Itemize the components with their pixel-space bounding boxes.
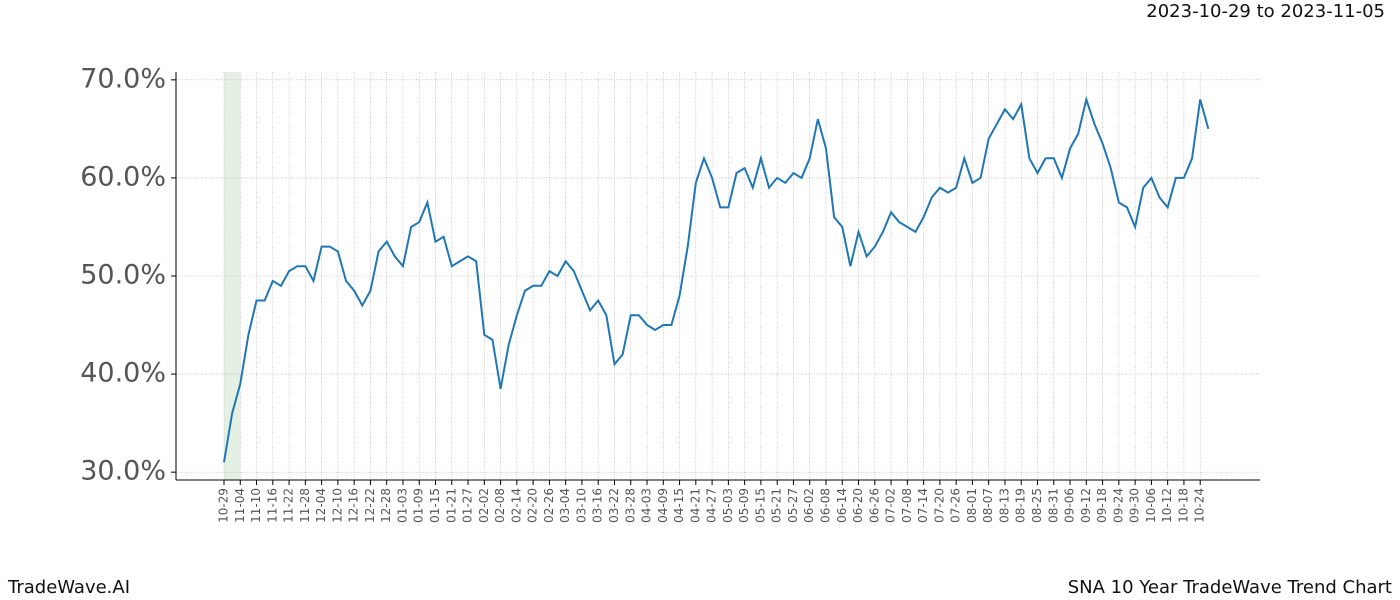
- x-tick-label: 11-28: [298, 488, 312, 523]
- x-tick-label: 07-14: [916, 488, 930, 523]
- x-tick-label: 02-26: [542, 488, 556, 523]
- x-tick-label: 09-18: [1095, 488, 1109, 523]
- x-tick-label: 06-02: [802, 488, 816, 523]
- x-tick-label: 04-03: [640, 488, 654, 523]
- x-tick-label: 01-03: [395, 488, 409, 523]
- x-tick-label: 02-02: [477, 488, 491, 523]
- x-tick-label: 10-12: [1160, 488, 1174, 523]
- x-tick-label: 07-02: [884, 488, 898, 523]
- x-tick-label: 06-08: [818, 488, 832, 523]
- x-tick-label: 02-14: [509, 488, 523, 523]
- y-tick-label: 40.0%: [80, 358, 166, 389]
- x-tick-label: 06-20: [851, 488, 865, 523]
- x-tick-label: 11-22: [282, 488, 296, 523]
- x-tick-label: 02-20: [526, 488, 540, 523]
- x-tick-label: 04-15: [672, 488, 686, 523]
- x-tick-label: 11-10: [249, 488, 263, 523]
- x-tick-label: 10-06: [1144, 488, 1158, 523]
- x-tick-label: 05-21: [770, 488, 784, 523]
- y-tick-label: 30.0%: [80, 456, 166, 487]
- x-tick-label: 12-16: [347, 488, 361, 523]
- x-tick-label: 08-31: [1046, 488, 1060, 523]
- x-tick-label: 10-29: [217, 488, 231, 523]
- x-tick-label: 01-27: [461, 488, 475, 523]
- x-tick-label: 04-27: [705, 488, 719, 523]
- x-tick-label: 05-15: [753, 488, 767, 523]
- x-tick-label: 07-26: [949, 488, 963, 523]
- x-tick-label: 09-30: [1128, 488, 1142, 523]
- footer-right: SNA 10 Year TradeWave Trend Chart: [1068, 577, 1392, 598]
- x-tick-label: 04-09: [656, 488, 670, 523]
- x-tick-label: 10-18: [1176, 488, 1190, 523]
- x-tick-label: 09-06: [1063, 488, 1077, 523]
- x-tick-label: 08-07: [981, 488, 995, 523]
- y-tick-label: 60.0%: [80, 161, 166, 192]
- highlight-band: [224, 72, 241, 480]
- trend-line: [223, 95, 1210, 463]
- x-tick-label: 01-15: [428, 488, 442, 523]
- x-tick-label: 03-22: [607, 488, 621, 523]
- x-tick-label: 01-09: [412, 488, 426, 523]
- x-tick-label: 12-04: [314, 488, 328, 523]
- x-tick-label: 08-13: [997, 488, 1011, 523]
- chart-subtitle: 2023-10-29 to 2023-11-05: [1146, 1, 1385, 22]
- x-tick-label: 12-10: [330, 488, 344, 523]
- x-tick-label: 03-04: [558, 488, 572, 523]
- x-tick-label: 05-03: [721, 488, 735, 523]
- x-tick-label: 04-21: [688, 488, 702, 523]
- x-tick-label: 03-16: [591, 488, 605, 523]
- x-tick-label: 07-08: [900, 488, 914, 523]
- x-tick-label: 07-20: [932, 488, 946, 523]
- x-tick-label: 09-24: [1111, 488, 1125, 523]
- x-tick-label: 08-25: [1030, 488, 1044, 523]
- y-tick-label: 50.0%: [80, 260, 166, 291]
- x-tick-label: 01-21: [444, 488, 458, 523]
- x-tick-label: 11-16: [265, 488, 279, 523]
- x-tick-label: 05-09: [737, 488, 751, 523]
- x-tick-label: 08-19: [1014, 488, 1028, 523]
- x-tick-label: 02-08: [493, 488, 507, 523]
- x-tick-label: 06-26: [867, 488, 881, 523]
- x-tick-label: 08-01: [965, 488, 979, 523]
- x-tick-label: 09-12: [1079, 488, 1093, 523]
- x-tick-label: 10-24: [1193, 488, 1207, 523]
- y-tick-label: 70.0%: [80, 63, 166, 94]
- x-tick-label: 12-28: [379, 488, 393, 523]
- x-tick-label: 11-04: [233, 488, 247, 523]
- x-tick-label: 03-10: [574, 488, 588, 523]
- x-tick-label: 12-22: [363, 488, 377, 523]
- x-tick-label: 05-27: [786, 488, 800, 523]
- footer-left: TradeWave.AI: [7, 577, 130, 598]
- x-tick-label: 03-28: [623, 488, 637, 523]
- x-tick-label: 06-14: [835, 488, 849, 523]
